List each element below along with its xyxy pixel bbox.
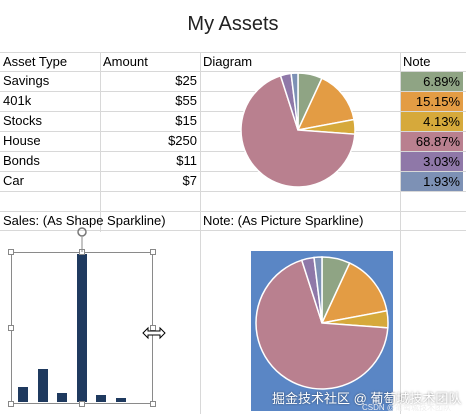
grid-line xyxy=(0,211,466,212)
resize-handle[interactable] xyxy=(8,401,14,407)
diagram-pie-chart[interactable] xyxy=(240,70,370,190)
cell-asset-car[interactable]: Car xyxy=(3,173,24,188)
watermark-sub: CSDN @葡萄城技术团队 xyxy=(362,403,452,412)
grid-line xyxy=(200,52,201,414)
cell-amount-car[interactable]: $7 xyxy=(182,173,197,188)
resize-handle[interactable] xyxy=(79,401,85,407)
note-cell-car[interactable]: 1.93% xyxy=(401,172,463,191)
pie-slice-401k xyxy=(320,262,388,325)
header-amount[interactable]: Amount xyxy=(103,54,148,69)
cell-amount-stocks[interactable]: $15 xyxy=(175,113,197,128)
cell-amount-401k[interactable]: $55 xyxy=(175,93,197,108)
pie-slice-car xyxy=(290,72,299,131)
pie-slice-house xyxy=(255,259,389,390)
watermark: 掘金技术社区 @ 葡萄城技术团队 xyxy=(272,391,462,406)
cell-amount-savings[interactable]: $25 xyxy=(175,73,197,88)
pie-slice-car xyxy=(313,256,323,324)
sales-label[interactable]: Sales: (As Shape Sparkline) xyxy=(3,213,166,228)
grid-line xyxy=(0,230,466,231)
sparkline-bar-401k xyxy=(37,369,48,402)
resize-handle[interactable] xyxy=(150,401,156,407)
grid-line xyxy=(400,52,401,414)
sparkline-bar-chart[interactable] xyxy=(11,252,153,404)
rotate-handle-icon[interactable] xyxy=(76,226,88,252)
resize-handle[interactable] xyxy=(8,325,14,331)
note-cell-stocks[interactable]: 4.13% xyxy=(401,112,463,131)
grid-line xyxy=(100,52,101,232)
grid-line xyxy=(0,111,466,112)
sparkline-bar-car xyxy=(115,397,126,402)
grid-line xyxy=(0,91,466,92)
pie-slice-house xyxy=(240,74,356,188)
cell-amount-house[interactable]: $250 xyxy=(168,133,197,148)
note-cell-savings[interactable]: 6.89% xyxy=(401,72,463,91)
grid-line xyxy=(0,131,466,132)
sparkline-bar-bonds xyxy=(96,395,106,402)
note-cell-bonds[interactable]: 3.03% xyxy=(401,152,463,171)
resize-handle[interactable] xyxy=(150,249,156,255)
header-diagram[interactable]: Diagram xyxy=(203,54,253,69)
cell-amount-bonds[interactable]: $11 xyxy=(176,153,197,168)
grid-line xyxy=(0,52,466,53)
note-cell-401k[interactable]: 15.15% xyxy=(401,92,463,111)
note-cell-house[interactable]: 68.87% xyxy=(401,132,463,151)
note-picture-label[interactable]: Note: (As Picture Sparkline) xyxy=(203,213,364,228)
grid-line xyxy=(0,71,466,72)
cell-asset-house[interactable]: House xyxy=(3,133,41,148)
sparkline-bar-house xyxy=(76,254,87,402)
pie-slice-401k xyxy=(296,77,355,132)
header-asset-type[interactable]: Asset Type xyxy=(3,54,68,69)
grid-line xyxy=(0,151,466,152)
cell-asset-401k[interactable]: 401k xyxy=(3,93,32,108)
grid-line xyxy=(0,171,466,172)
resize-handle[interactable] xyxy=(8,249,14,255)
cell-asset-bonds[interactable]: Bonds xyxy=(3,153,40,168)
resize-cursor-icon xyxy=(142,326,166,340)
sparkline-bar-stocks xyxy=(57,393,67,402)
sparkline-bar-savings xyxy=(18,387,28,402)
picture-sparkline-pie[interactable] xyxy=(251,251,393,411)
header-note[interactable]: Note xyxy=(403,54,431,69)
grid-line xyxy=(0,191,466,192)
cell-asset-stocks[interactable]: Stocks xyxy=(3,113,43,128)
cell-asset-savings[interactable]: Savings xyxy=(3,73,50,88)
sheet-title: My Assets xyxy=(187,13,279,35)
